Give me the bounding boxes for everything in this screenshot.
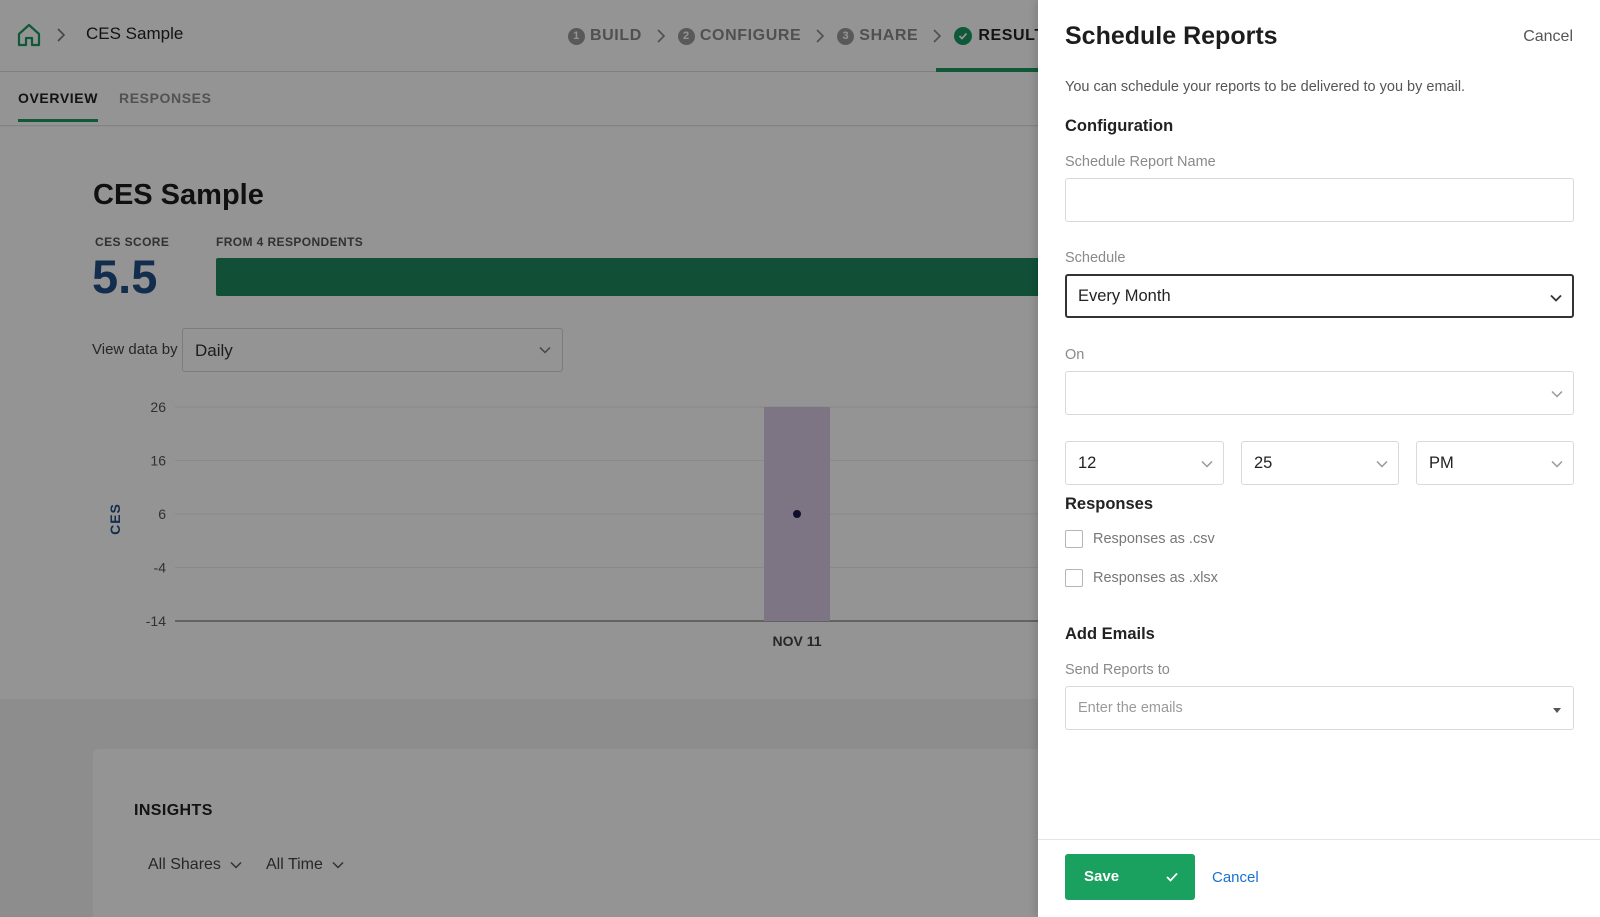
overview-card: CES Sample CES SCORE 5.5 FROM 4 RESPONDE…	[0, 127, 1038, 699]
filter-label: All Time	[266, 856, 323, 873]
chevron-down-icon	[539, 346, 551, 354]
responses-xlsx-option[interactable]: Responses as .xlsx	[1065, 569, 1218, 587]
chevron-right-icon	[57, 28, 66, 42]
y-axis-label: CES	[107, 503, 123, 535]
schedule-select[interactable]: Every Month	[1065, 274, 1574, 318]
step-number: 2	[677, 27, 695, 45]
step-label: SHARE	[859, 27, 919, 44]
csv-checkbox[interactable]	[1065, 530, 1083, 548]
schedule-label: Schedule	[1065, 250, 1126, 266]
tab-responses[interactable]: RESPONSES	[119, 90, 212, 106]
schedule-value: Every Month	[1078, 287, 1171, 305]
ampm-value: PM	[1429, 454, 1454, 472]
send-reports-to-label: Send Reports to	[1065, 662, 1170, 678]
chevron-down-icon	[1550, 294, 1562, 302]
hour-value: 12	[1078, 454, 1097, 472]
step-build[interactable]: 1 BUILD	[568, 0, 678, 72]
drawer-title: Schedule Reports	[1065, 22, 1278, 50]
step-label: BUILD	[590, 27, 642, 44]
add-emails-heading: Add Emails	[1065, 625, 1155, 643]
step-number: 3	[837, 27, 855, 45]
drawer-footer: Save Cancel	[1038, 839, 1600, 917]
data-point	[793, 510, 801, 518]
on-label: On	[1065, 347, 1085, 363]
ampm-select[interactable]: PM	[1416, 441, 1574, 485]
step-share[interactable]: 3 SHARE	[837, 0, 954, 72]
ces-score-value: 5.5	[92, 250, 158, 303]
modal-backdrop[interactable]	[0, 0, 1038, 917]
report-name-input[interactable]	[1065, 178, 1574, 222]
respondents-label: FROM 4 RESPONDENTS	[216, 235, 364, 249]
all-time-filter[interactable]: All Time	[266, 856, 345, 874]
y-tick-label: -4	[154, 560, 167, 576]
chevron-down-icon	[332, 861, 344, 869]
hour-select[interactable]: 12	[1065, 441, 1224, 485]
save-button[interactable]: Save	[1065, 854, 1195, 900]
chevron-down-icon	[1551, 460, 1563, 468]
responses-csv-option[interactable]: Responses as .csv	[1065, 530, 1215, 548]
caret-down-icon	[1553, 708, 1561, 713]
chevron-right-icon	[933, 29, 942, 43]
y-tick-label: 6	[158, 506, 166, 522]
home-icon[interactable]	[16, 22, 42, 48]
drawer-description: You can schedule your reports to be deli…	[1065, 79, 1466, 95]
x-tick-label: NOV 11	[772, 633, 821, 649]
chevron-down-icon	[230, 861, 242, 869]
y-tick-label: 16	[150, 453, 166, 469]
emails-input[interactable]: Enter the emails	[1065, 686, 1574, 730]
chevron-right-icon	[657, 29, 666, 43]
save-label: Save	[1084, 868, 1120, 885]
chevron-down-icon	[1201, 460, 1213, 468]
view-data-select[interactable]: Daily	[182, 328, 563, 372]
page-title: CES Sample	[93, 179, 264, 211]
chevron-down-icon	[1376, 460, 1388, 468]
ces-chart: 26 16 6 -4 -14 CES NOV 11	[107, 399, 1038, 649]
check-circle-icon	[954, 27, 973, 45]
step-results[interactable]: RESULTS	[936, 0, 1038, 72]
insights-card: INSIGHTS All Shares All Time	[93, 749, 1038, 917]
step-number: 1	[568, 27, 585, 45]
results-page: CES Sample 1 BUILD 2 CONFIGURE 3 SHARE	[0, 0, 1038, 917]
top-navigation: CES Sample 1 BUILD 2 CONFIGURE 3 SHARE	[0, 0, 1038, 72]
tab-overview[interactable]: OVERVIEW	[18, 90, 99, 122]
breadcrumb-survey-title[interactable]: CES Sample	[86, 24, 184, 43]
csv-label: Responses as .csv	[1093, 531, 1215, 547]
minute-value: 25	[1254, 454, 1273, 472]
chevron-down-icon	[1551, 390, 1563, 398]
step-label: RESULTS	[978, 27, 1038, 44]
emails-placeholder: Enter the emails	[1078, 700, 1183, 716]
report-name-label: Schedule Report Name	[1065, 154, 1216, 170]
filter-label: All Shares	[148, 856, 221, 873]
configuration-heading: Configuration	[1065, 117, 1174, 135]
view-data-label: View data by	[92, 341, 178, 358]
insights-section: INSIGHTS All Shares All Time	[0, 699, 1038, 917]
on-day-select[interactable]	[1065, 371, 1574, 415]
schedule-reports-drawer: Schedule Reports Cancel You can schedule…	[1038, 0, 1600, 917]
score-distribution-bar	[216, 258, 1038, 296]
cancel-link-top[interactable]: Cancel	[1523, 28, 1573, 45]
cancel-link-bottom[interactable]: Cancel	[1212, 869, 1259, 886]
ces-score-label: CES SCORE	[95, 235, 170, 249]
view-data-value: Daily	[195, 341, 233, 360]
xlsx-label: Responses as .xlsx	[1093, 570, 1218, 586]
xlsx-checkbox[interactable]	[1065, 569, 1083, 587]
step-label: CONFIGURE	[699, 27, 802, 44]
step-configure[interactable]: 2 CONFIGURE	[677, 0, 837, 72]
responses-heading: Responses	[1065, 495, 1154, 513]
y-tick-label: 26	[150, 399, 166, 415]
all-shares-filter[interactable]: All Shares	[148, 856, 243, 874]
chevron-right-icon	[816, 29, 825, 43]
insights-title: INSIGHTS	[134, 802, 213, 819]
results-tabs: OVERVIEW RESPONSES	[0, 72, 1038, 126]
check-icon	[1166, 872, 1178, 882]
y-tick-label: -14	[146, 613, 166, 629]
step-navigation: 1 BUILD 2 CONFIGURE 3 SHARE RESULTS	[568, 0, 1038, 72]
minute-select[interactable]: 25	[1241, 441, 1399, 485]
